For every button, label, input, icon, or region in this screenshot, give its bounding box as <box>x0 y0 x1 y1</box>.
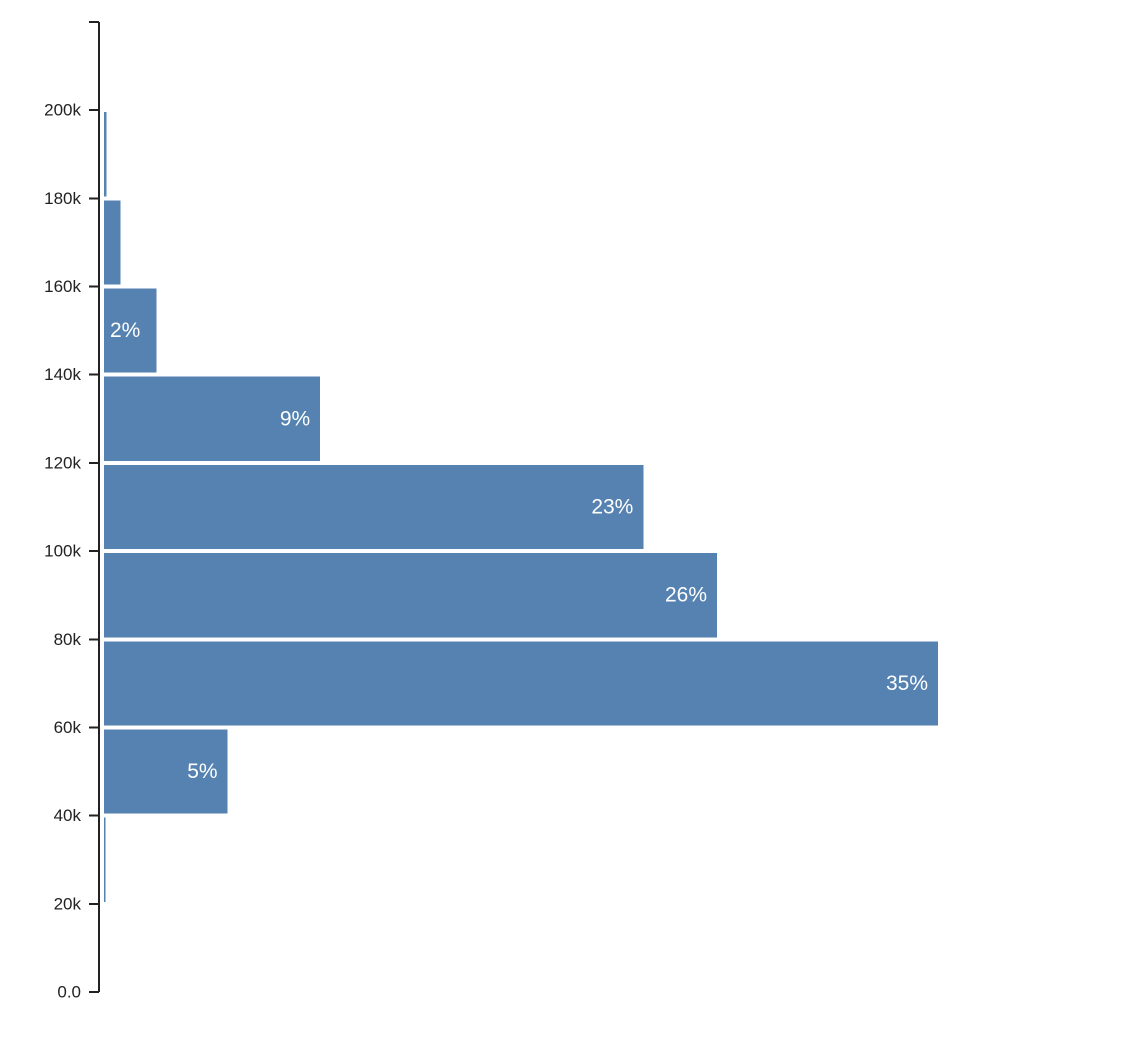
y-tick-label: 160k <box>44 277 81 296</box>
bar-value-label: 26% <box>665 584 707 607</box>
bar-value-label: 5% <box>187 760 217 783</box>
y-tick-label: 40k <box>54 806 82 825</box>
y-tick-label: 100k <box>44 542 81 561</box>
y-tick-label: 0.0 <box>57 983 81 1002</box>
bar-value-label: 23% <box>591 496 633 519</box>
y-tick-label: 180k <box>44 189 81 208</box>
y-tick-label: 200k <box>44 101 81 120</box>
bar <box>104 200 121 285</box>
y-tick-label: 60k <box>54 718 82 737</box>
y-tick-label: 20k <box>54 894 82 913</box>
y-tick-label: 140k <box>44 365 81 384</box>
y-axis: 0.0 20k 40k 60k 80k 100k 120k 140k 160k 180k 200k <box>44 21 100 1002</box>
bar <box>104 112 107 197</box>
bar-value-label: 2% <box>110 319 140 342</box>
bar-value-label: 35% <box>886 672 928 695</box>
bar <box>104 376 321 461</box>
bar <box>104 641 938 726</box>
bar-value-label: 9% <box>280 407 310 430</box>
bar <box>104 288 157 373</box>
y-tick-label: 120k <box>44 453 81 472</box>
bar <box>104 553 718 638</box>
bars-group: 5% 35% 26% 23% 9% 2% <box>104 112 938 902</box>
bar <box>104 464 644 550</box>
y-tick-label: 80k <box>54 630 82 649</box>
bar <box>104 817 106 902</box>
bar <box>104 729 228 814</box>
